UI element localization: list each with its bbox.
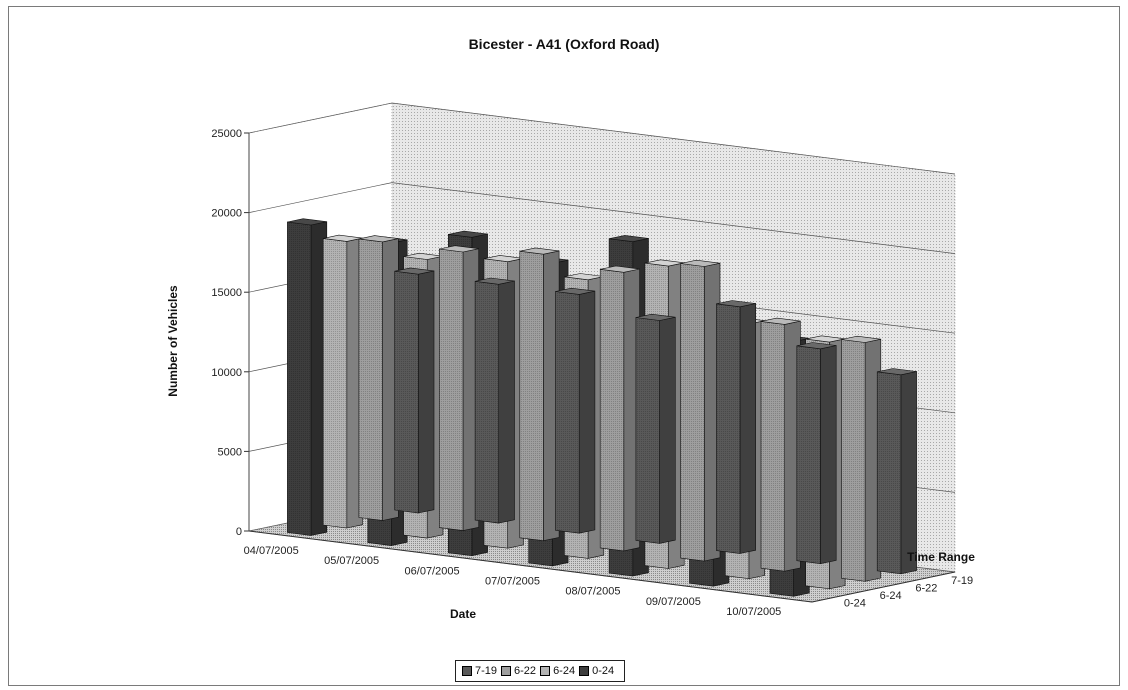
bar-6-22-08/07/2005 — [680, 259, 721, 562]
bar-7-19-09/07/2005 — [796, 342, 837, 565]
y-tick-label: 5000 — [218, 446, 242, 458]
legend-label: 0-24 — [592, 665, 615, 677]
legend-label: 7-19 — [475, 665, 498, 677]
bar-6-24-04/07/2005 — [322, 234, 363, 529]
y-tick-label: 20000 — [211, 208, 242, 220]
x-axis-line — [248, 530, 813, 603]
legend-swatch — [501, 666, 512, 676]
legend-item: 0-24 — [579, 665, 614, 677]
gridline — [248, 182, 956, 254]
bar-6-22-04/07/2005 — [358, 235, 399, 521]
legend: 7-19 6-22 6-24 0-24 — [455, 660, 626, 682]
y-tick-label: 15000 — [211, 287, 242, 299]
legend-label: 6-22 — [514, 665, 537, 677]
bar-7-19-06/07/2005 — [555, 287, 596, 534]
z-tick-label: 6-24 — [880, 590, 902, 602]
bar-7-19-07/07/2005 — [635, 313, 676, 544]
legend-item: 6-24 — [540, 665, 575, 677]
x-tick-label: 05/07/2005 — [324, 555, 379, 567]
chart-title: Bicester - A41 (Oxford Road) — [469, 36, 660, 52]
y-axis-title: Number of Vehicles — [166, 285, 180, 397]
x-tick-label: 09/07/2005 — [646, 596, 701, 608]
legend-swatch — [579, 666, 590, 676]
chart-frame: Bicester - A41 (Oxford Road) 0 5000 10000 1… — [8, 6, 1120, 686]
y-tick-label: 10000 — [211, 367, 242, 379]
legend-label: 6-24 — [553, 665, 576, 677]
bar-6-22-06/07/2005 — [519, 247, 560, 542]
bar-6-22-09/07/2005 — [760, 317, 801, 572]
legend-item: 7-19 — [462, 665, 497, 677]
z-axis-title: Time Range — [907, 550, 975, 564]
y-tick-label: 25000 — [211, 128, 242, 140]
z-tick-label: 0-24 — [844, 597, 866, 609]
gridline — [248, 102, 956, 175]
legend-swatch — [462, 666, 472, 676]
legend-item: 6-22 — [501, 665, 536, 677]
x-tick-label: 04/07/2005 — [244, 545, 299, 557]
x-tick-label: 10/07/2005 — [726, 606, 781, 618]
bar-7-19-08/07/2005 — [716, 300, 757, 554]
z-axis-line — [811, 571, 956, 603]
z-tick-label: 7-19 — [951, 575, 973, 587]
x-tick-label: 06/07/2005 — [405, 565, 460, 577]
x-tick-label: 07/07/2005 — [485, 576, 540, 588]
legend-swatch — [540, 666, 551, 676]
tick-labels: 0 5000 10000 15000 20000 25000 04/07/2005 05/07… — [211, 128, 973, 618]
bar-7-19-04/07/2005 — [394, 267, 435, 514]
bar-0-24-04/07/2005 — [287, 218, 328, 536]
chart-canvas: Bicester - A41 (Oxford Road) 0 5000 10000 1… — [166, 36, 975, 621]
z-tick-label: 6-22 — [915, 582, 937, 594]
x-tick-label: 08/07/2005 — [565, 586, 620, 598]
bar-6-22-05/07/2005 — [438, 245, 480, 531]
y-tick-label: 0 — [236, 526, 242, 538]
bar-6-22-10/07/2005 — [841, 335, 882, 582]
x-axis-title: Date — [450, 607, 476, 621]
bar-7-19-10/07/2005 — [876, 368, 917, 575]
bar-7-19-05/07/2005 — [474, 277, 515, 524]
bars — [287, 218, 917, 597]
bar-6-22-07/07/2005 — [599, 265, 640, 552]
